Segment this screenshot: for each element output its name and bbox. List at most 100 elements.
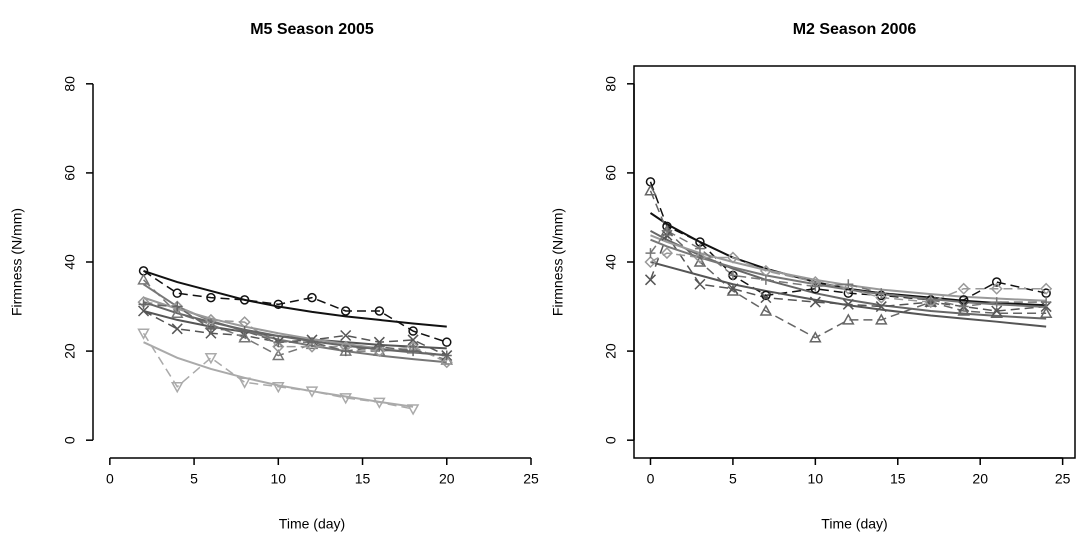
point [693, 255, 707, 267]
point [661, 225, 672, 236]
point [875, 301, 887, 313]
point [693, 251, 707, 264]
point [645, 248, 656, 259]
x-tick-label: 5 [729, 471, 737, 487]
point [205, 323, 216, 334]
y-tick-label: 0 [62, 436, 78, 444]
point [760, 274, 771, 285]
y-axis-label: Firmness (N/mm) [550, 208, 566, 316]
point [441, 350, 452, 361]
fit-line [143, 301, 447, 357]
point [238, 331, 251, 343]
chart-title: M2 Season 2006 [793, 21, 917, 38]
x-tick-label: 5 [190, 471, 198, 487]
point [925, 294, 936, 305]
point [172, 301, 183, 312]
y-tick-label: 60 [603, 165, 619, 181]
point [172, 288, 182, 298]
y-tick-label: 40 [62, 254, 78, 270]
point [761, 290, 771, 301]
point [842, 313, 855, 325]
point [843, 279, 854, 290]
x-tick-label: 20 [439, 471, 455, 487]
point [239, 326, 250, 337]
y-axis-label: Firmness (N/mm) [9, 208, 25, 316]
point [137, 328, 150, 340]
point [272, 349, 285, 361]
point [1039, 306, 1053, 318]
fit-line [650, 229, 1047, 320]
point [991, 277, 1002, 287]
data-line [649, 190, 1047, 339]
data-line [143, 270, 448, 343]
point [307, 337, 317, 348]
panel: M5 Season 2005 Time (day) Firmness (N/mm) 0… [9, 21, 539, 531]
point [440, 356, 453, 369]
point [137, 273, 150, 285]
y-tick-label: 20 [603, 343, 619, 359]
x-axis-label: Time (day) [279, 516, 345, 532]
point [644, 184, 657, 196]
x-tick-label: 0 [106, 471, 114, 487]
point [991, 305, 1003, 317]
point [842, 298, 854, 310]
point [374, 341, 385, 352]
point [957, 282, 970, 295]
panel: M2 Season 2006 Time (day) Firmness (N/mm) 0… [550, 21, 1076, 532]
point [272, 381, 285, 394]
data-line [649, 233, 1047, 312]
fit-line [650, 238, 1047, 308]
point [407, 334, 419, 346]
point [170, 306, 184, 318]
point [273, 337, 284, 348]
chart-title: M5 Season 2005 [250, 21, 374, 38]
x-tick-label: 20 [972, 471, 988, 487]
point [958, 301, 969, 312]
point [809, 331, 822, 343]
data-line [649, 229, 1047, 308]
point [875, 291, 888, 304]
point [876, 288, 887, 299]
point [138, 305, 150, 317]
x-tick-label: 15 [355, 471, 371, 487]
point [307, 292, 317, 303]
point [340, 306, 351, 316]
data-line [649, 181, 1047, 301]
point [406, 404, 420, 416]
point [305, 340, 319, 353]
data-line [143, 279, 448, 361]
y-tick-label: 20 [62, 343, 78, 359]
x-tick-label: 10 [271, 471, 287, 487]
point [204, 353, 218, 365]
point [644, 274, 657, 286]
x-tick-label: 15 [890, 471, 906, 487]
point [990, 282, 1003, 295]
point [272, 340, 285, 353]
point [239, 295, 250, 305]
y-tick-label: 0 [603, 436, 619, 444]
y-tick-label: 80 [603, 76, 619, 92]
data-line [143, 301, 448, 363]
point [442, 337, 452, 347]
point [842, 282, 855, 295]
x-tick-label: 0 [647, 471, 655, 487]
point [408, 326, 418, 336]
x-tick-label: 25 [1055, 471, 1071, 487]
point [809, 296, 821, 308]
point [727, 270, 738, 281]
x-axis-label: Time (day) [821, 516, 887, 532]
point [408, 346, 419, 357]
point [373, 397, 386, 409]
point [305, 386, 319, 398]
point [340, 346, 351, 357]
point [759, 304, 773, 316]
point [694, 243, 705, 254]
point [694, 278, 706, 290]
x-tick-label: 10 [808, 471, 824, 487]
point [875, 313, 888, 325]
point [373, 345, 386, 358]
point [1041, 297, 1052, 308]
point [660, 247, 674, 260]
point [644, 255, 657, 269]
point [726, 251, 739, 264]
